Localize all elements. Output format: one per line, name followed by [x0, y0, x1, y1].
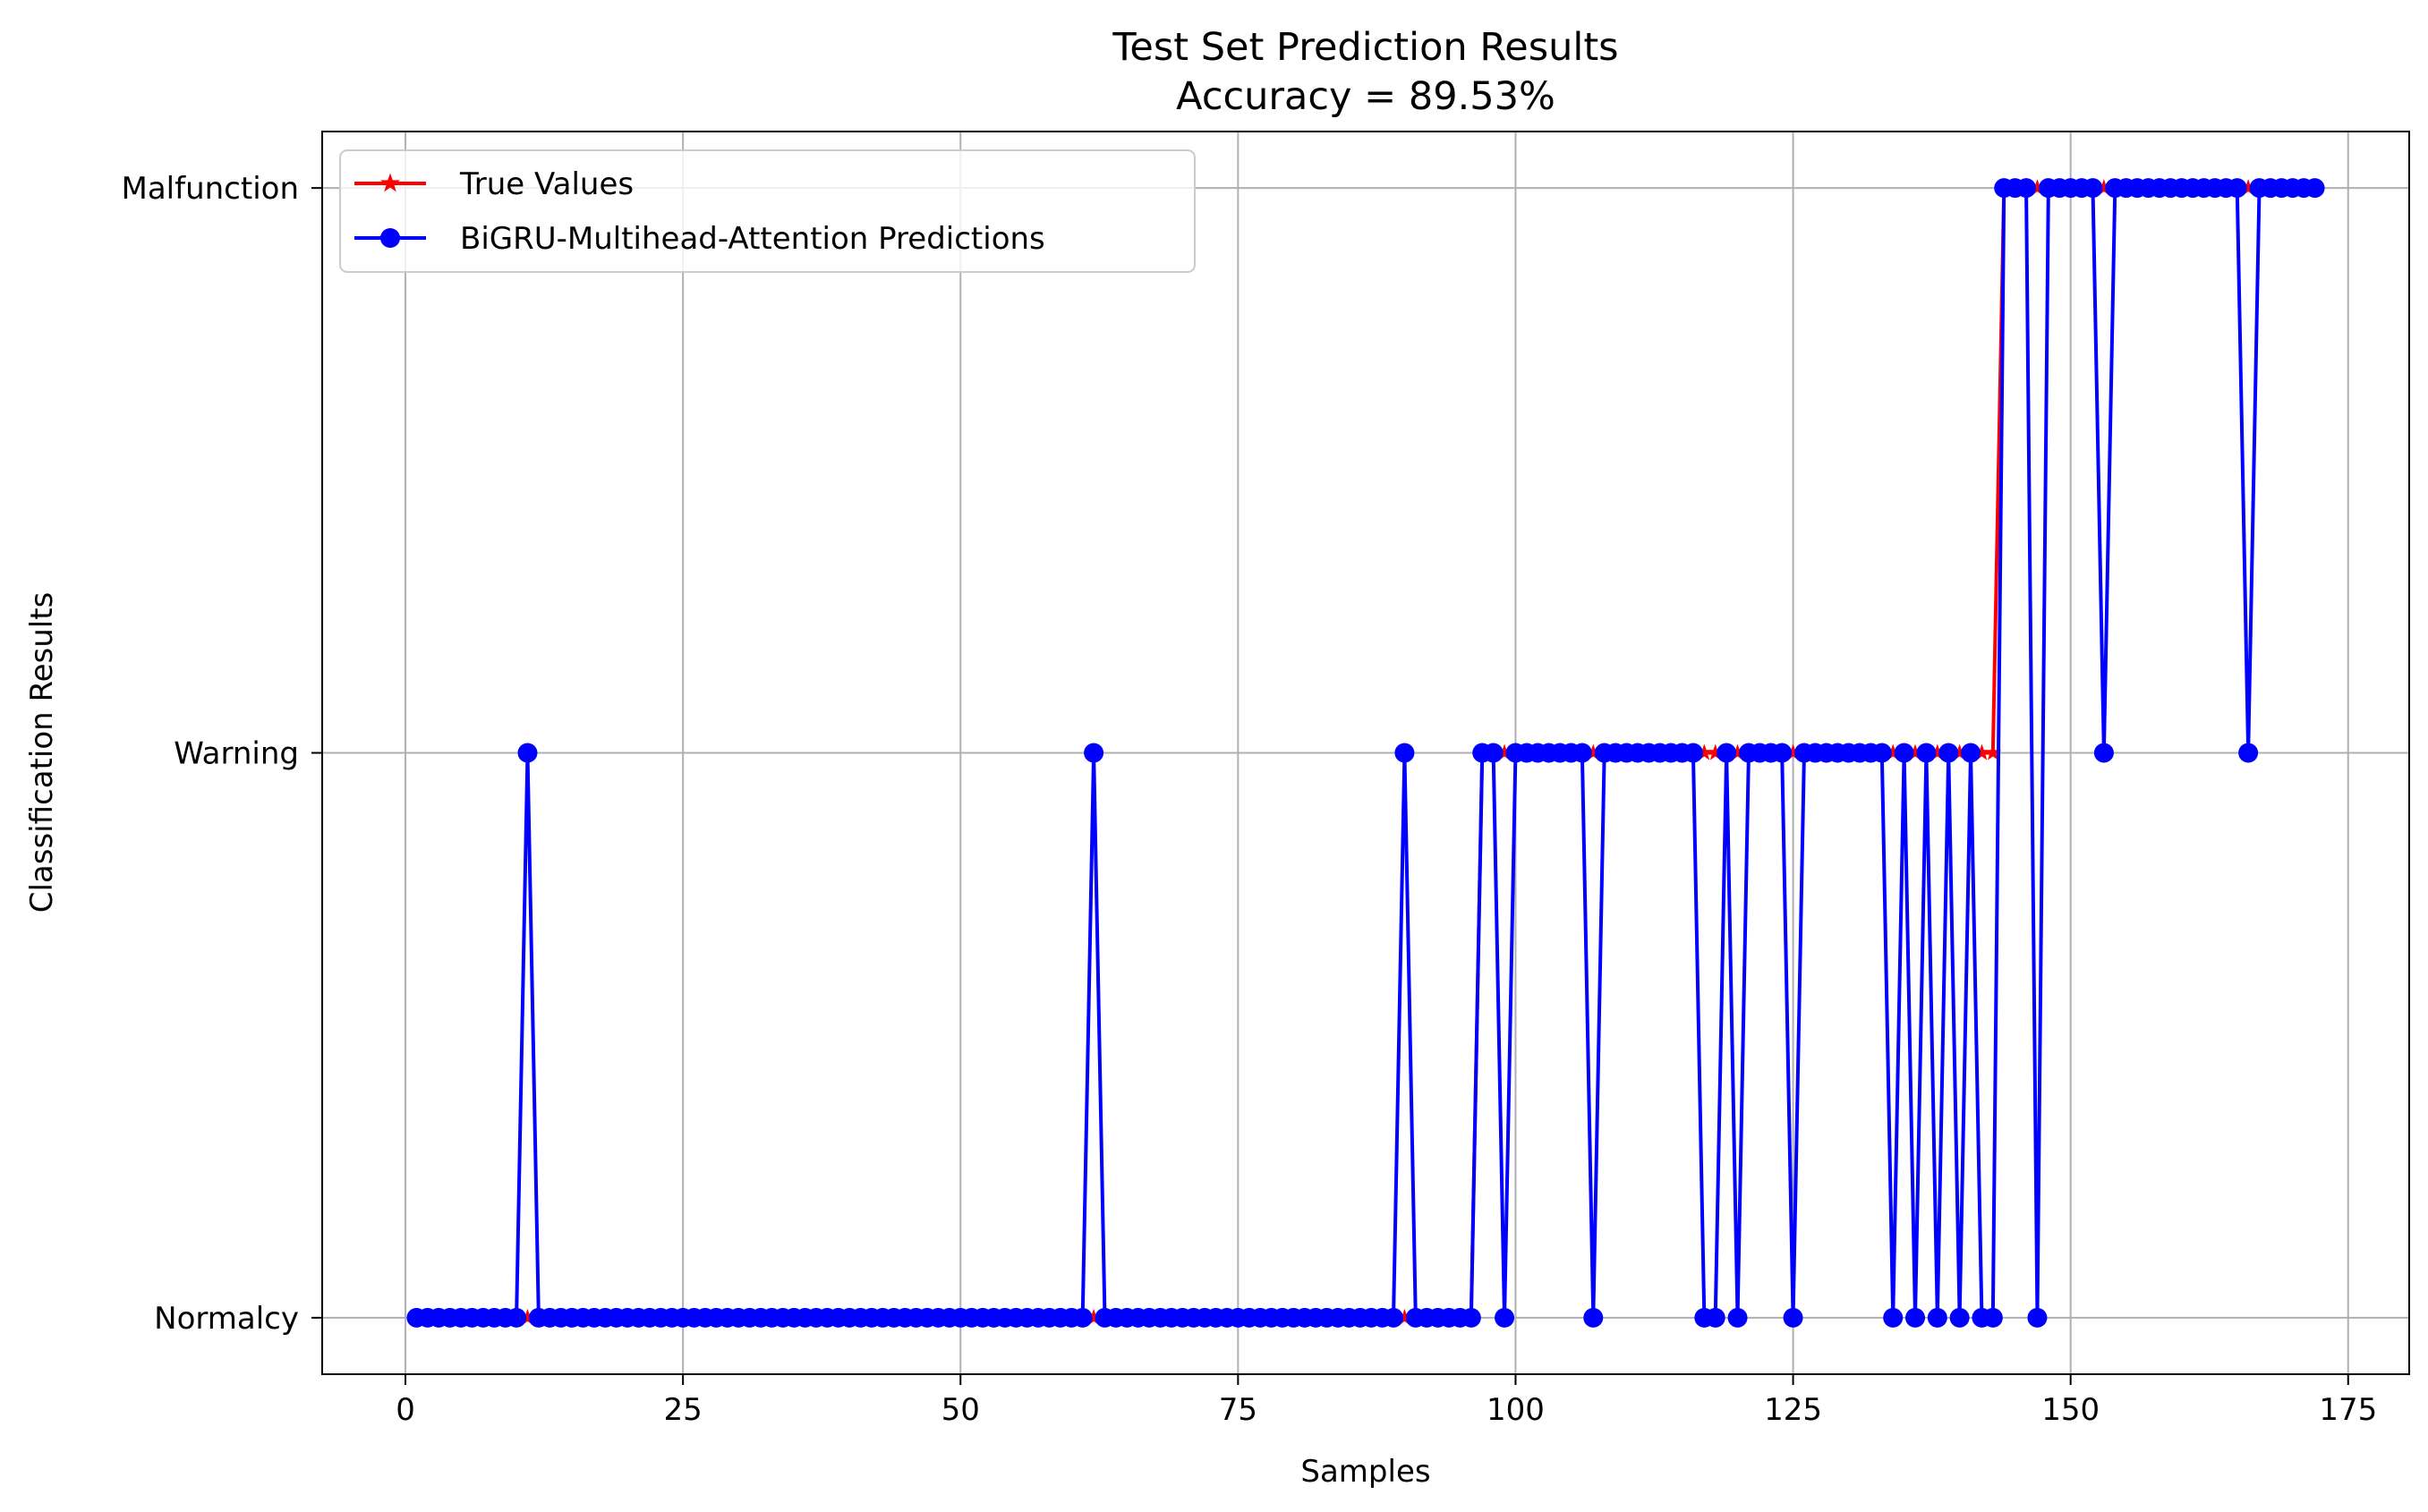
data-point [1394, 743, 1415, 763]
y-tick-label: Warning [174, 736, 299, 772]
x-axis-label: Samples [1300, 1454, 1430, 1490]
data-point [1929, 743, 1947, 760]
data-point [1894, 743, 1914, 763]
data-point [1705, 1307, 1725, 1328]
data-point [517, 743, 538, 763]
data-point [1072, 1307, 1093, 1328]
data-point [2093, 743, 2114, 763]
data-point [1871, 743, 1892, 763]
data-point [2239, 179, 2257, 196]
data-point [1982, 1307, 2003, 1328]
legend-box [339, 149, 1196, 273]
data-point [1972, 743, 1990, 760]
chart-title: Test Set Prediction Results [1112, 25, 1618, 70]
data-point [1729, 743, 1747, 760]
data-point [1727, 1307, 1748, 1328]
x-axis: 0 25 50 75 100 125 150 175 [396, 1374, 2377, 1428]
data-point [1683, 743, 1703, 763]
data-point [2016, 178, 2037, 199]
data-point [1905, 1307, 1926, 1328]
data-point [1584, 743, 1602, 760]
data-point [507, 1307, 527, 1328]
data-point [1783, 1307, 1803, 1328]
data-point [2227, 178, 2247, 199]
data-point [2027, 1307, 2048, 1328]
legend-label-predictions: BiGRU-Multihead-Attention Predictions [460, 221, 1045, 257]
legend: True Values BiGRU-Multihead-Attention Pr… [339, 149, 1196, 273]
data-point [1572, 743, 1592, 763]
data-point [2083, 178, 2103, 199]
data-point [1772, 743, 1793, 763]
data-point [2304, 178, 2325, 199]
data-point [1961, 743, 1981, 763]
data-point [1707, 743, 1725, 760]
data-point [1084, 743, 1104, 763]
data-point [1085, 1308, 1103, 1325]
data-point [1483, 743, 1504, 763]
chart-subtitle: Accuracy = 89.53% [1176, 74, 1555, 119]
data-point [1717, 743, 1737, 763]
y-tick-label: Malfunction [121, 171, 299, 207]
series-predictions [406, 178, 2325, 1328]
x-tick-label: 0 [396, 1392, 415, 1428]
legend-label-true-values: True Values [459, 166, 634, 202]
series-layer [406, 178, 2325, 1328]
data-point [1785, 743, 1802, 760]
data-point [2095, 179, 2113, 196]
x-tick-label: 150 [2041, 1392, 2100, 1428]
x-tick-label: 25 [664, 1392, 703, 1428]
data-point [1695, 743, 1713, 760]
x-tick-label: 125 [1764, 1392, 1822, 1428]
data-point [1927, 1307, 1947, 1328]
x-tick-label: 75 [1219, 1392, 1257, 1428]
data-point [2238, 743, 2259, 763]
data-point [518, 1308, 536, 1325]
data-point [1949, 1307, 1970, 1328]
data-point [1461, 1307, 1481, 1328]
data-point [1395, 1308, 1413, 1325]
x-tick-label: 175 [2319, 1392, 2377, 1428]
x-tick-label: 50 [941, 1392, 980, 1428]
data-point [2028, 179, 2046, 196]
legend-circle-icon [380, 228, 400, 248]
y-axis-label: Classification Results [24, 592, 60, 913]
data-point [1384, 1307, 1404, 1328]
data-point [1916, 743, 1937, 763]
data-point [1938, 743, 1959, 763]
x-tick-label: 100 [1487, 1392, 1545, 1428]
data-point [1495, 743, 1513, 760]
data-point [1906, 743, 1924, 760]
data-point [1495, 1307, 1515, 1328]
legend-star-icon [380, 173, 400, 192]
y-axis: Normalcy Warning Malfunction [121, 171, 322, 1337]
data-point [1984, 743, 2002, 760]
data-point [1883, 1307, 1904, 1328]
data-point [1583, 1307, 1604, 1328]
y-tick-label: Normalcy [154, 1301, 299, 1337]
data-point [1884, 743, 1902, 760]
data-point [1951, 743, 1969, 760]
